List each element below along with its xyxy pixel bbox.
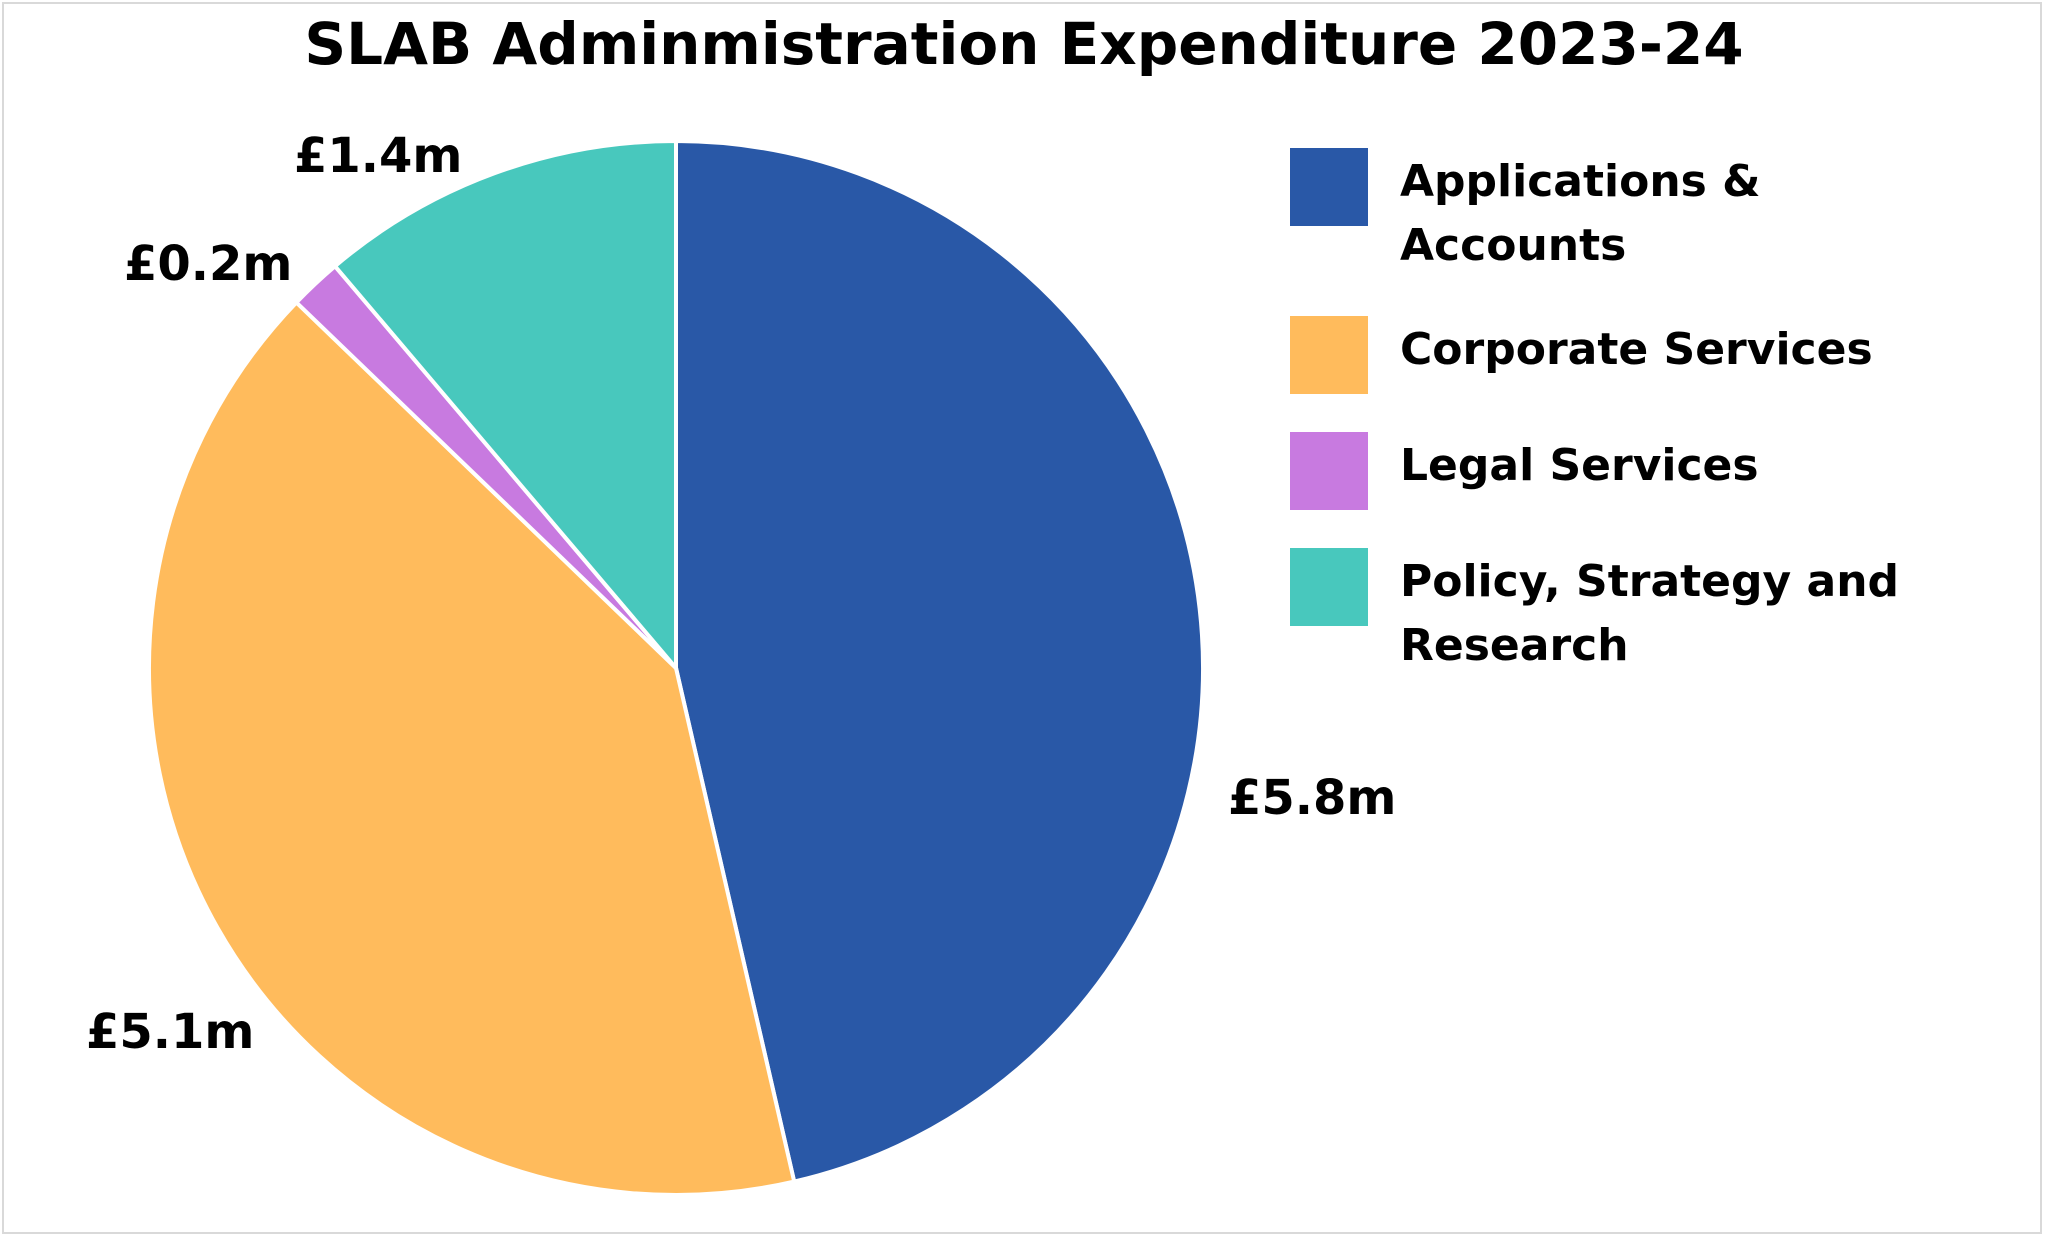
legend-label-applications-accounts: Applications & Accounts	[1400, 156, 1761, 271]
data-label-policy-strategy-research: £1.4m	[294, 128, 462, 184]
legend-item-corporate-services: Corporate Services	[1290, 316, 2010, 394]
data-label-applications-accounts: £5.8m	[1228, 770, 1396, 826]
legend-label-legal-services: Legal Services	[1400, 440, 1759, 491]
data-label-legal-services: £0.2m	[124, 236, 292, 292]
slice-policy-strategy-research	[333, 139, 678, 670]
legend-swatch-corporate-services	[1290, 316, 1368, 394]
legend-label-corporate-services: Corporate Services	[1400, 324, 1873, 375]
legend-swatch-legal-services	[1290, 432, 1368, 510]
slice-corporate-services	[147, 300, 797, 1197]
data-label-corporate-services: £5.1m	[86, 1004, 254, 1060]
legend-item-policy-strategy-research: Policy, Strategy and Research	[1290, 548, 2010, 678]
legend-label-policy-strategy-research: Policy, Strategy and Research	[1400, 556, 1900, 671]
slice-applications-accounts	[674, 139, 1205, 1184]
legend-item-applications-accounts: Applications & Accounts	[1290, 148, 2010, 278]
chart-title: SLAB Adminmistration Expenditure 2023-24	[304, 10, 1744, 78]
legend-item-legal-services: Legal Services	[1290, 432, 2010, 510]
legend-swatch-policy-strategy-research	[1290, 548, 1368, 626]
legend: Applications & Accounts Corporate Servic…	[1290, 148, 2010, 716]
legend-swatch-applications-accounts	[1290, 148, 1368, 226]
